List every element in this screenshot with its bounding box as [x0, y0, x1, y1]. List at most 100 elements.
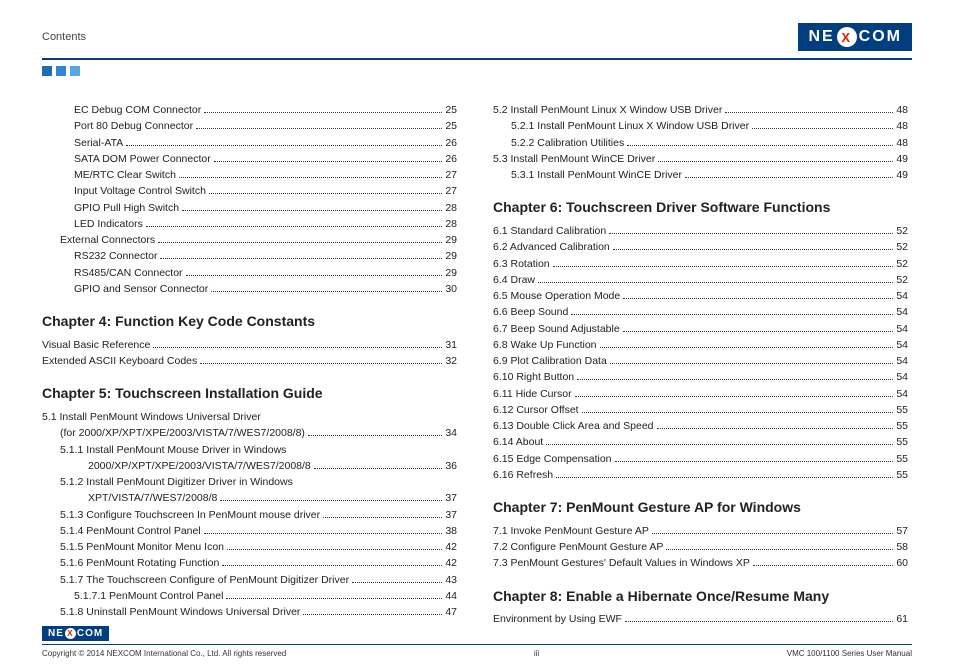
- toc-entry-label: 6.14 About: [493, 434, 543, 450]
- toc-leader-dots: [314, 468, 443, 469]
- toc-entry[interactable]: 6.16 Refresh55: [493, 467, 908, 483]
- toc-entry[interactable]: 5.1.7 The Touchscreen Configure of PenMo…: [42, 572, 457, 588]
- toc-column-right: 5.2 Install PenMount Linux X Window USB …: [493, 102, 908, 628]
- toc-entry[interactable]: EC Debug COM Connector25: [42, 102, 457, 118]
- toc-entry-label: Visual Basic Reference: [42, 337, 150, 353]
- toc-entry[interactable]: 6.9 Plot Calibration Data 54: [493, 353, 908, 369]
- toc-entry-page: 37: [445, 490, 457, 506]
- toc-entry[interactable]: 5.2.1 Install PenMount Linux X Window US…: [493, 118, 908, 134]
- toc-entry[interactable]: 5.2.2 Calibration Utilities48: [493, 135, 908, 151]
- toc-entry-page: 42: [445, 539, 457, 555]
- chapter-heading: Chapter 8: Enable a Hibernate Once/Resum…: [493, 586, 908, 608]
- toc-entry-page: 54: [896, 321, 908, 337]
- toc-leader-dots: [658, 161, 893, 162]
- toc-entry[interactable]: 5.3 Install PenMount WinCE Driver49: [493, 151, 908, 167]
- toc-entry[interactable]: Extended ASCII Keyboard Codes32: [42, 353, 457, 369]
- toc-leader-dots: [582, 412, 894, 413]
- toc-leader-dots: [556, 477, 893, 478]
- toc-entry[interactable]: LED Indicators28: [42, 216, 457, 232]
- toc-entry[interactable]: RS232 Connector29: [42, 248, 457, 264]
- toc-entry[interactable]: 7.3 PenMount Gestures' Default Values in…: [493, 555, 908, 571]
- toc-entry-label: 6.3 Rotation: [493, 256, 550, 272]
- logo-x-icon: X: [837, 27, 857, 47]
- page-number: iii: [534, 649, 539, 658]
- toc-entry[interactable]: 6.4 Draw52: [493, 272, 908, 288]
- toc-entry[interactable]: External Connectors29: [42, 232, 457, 248]
- toc-entry[interactable]: 5.1.7.1 PenMount Control Panel44: [42, 588, 457, 604]
- accent-squares: [42, 66, 912, 76]
- toc-entry[interactable]: SATA DOM Power Connector26: [42, 151, 457, 167]
- toc-entry[interactable]: GPIO and Sensor Connector30: [42, 281, 457, 297]
- toc-entry-label: 5.1.7 The Touchscreen Configure of PenMo…: [60, 572, 349, 588]
- toc-entry-page: 48: [896, 135, 908, 151]
- toc-entry[interactable]: 6.11 Hide Cursor54: [493, 386, 908, 402]
- toc-entry-label: ME/RTC Clear Switch: [74, 167, 176, 183]
- toc-entry[interactable]: 6.6 Beep Sound54: [493, 304, 908, 320]
- toc-entry-label: 6.13 Double Click Area and Speed: [493, 418, 654, 434]
- toc-entry-label: Input Voltage Control Switch: [74, 183, 206, 199]
- toc-entry[interactable]: RS485/CAN Connector29: [42, 265, 457, 281]
- toc-entry[interactable]: 6.10 Right Button54: [493, 369, 908, 385]
- toc-entry-label: 5.2.1 Install PenMount Linux X Window US…: [511, 118, 749, 134]
- toc-entry[interactable]: GPIO Pull High Switch28: [42, 200, 457, 216]
- toc-entry[interactable]: 7.1 Invoke PenMount Gesture AP57: [493, 523, 908, 539]
- toc-entry[interactable]: (for 2000/XP/XPT/XPE/2003/VISTA/7/WES7/2…: [42, 425, 457, 441]
- toc-entry[interactable]: 5.1.2 Install PenMount Digitizer Driver …: [42, 474, 457, 490]
- toc-leader-dots: [615, 461, 894, 462]
- toc-entry[interactable]: 5.1.8 Uninstall PenMount Windows Univers…: [42, 604, 457, 620]
- toc-leader-dots: [323, 517, 442, 518]
- toc-leader-dots: [600, 347, 894, 348]
- toc-entry[interactable]: 5.1.3 Configure Touchscreen In PenMount …: [42, 507, 457, 523]
- toc-entry-label: 6.9 Plot Calibration Data: [493, 353, 607, 369]
- toc-entry[interactable]: 6.12 Cursor Offset55: [493, 402, 908, 418]
- toc-entry[interactable]: ME/RTC Clear Switch27: [42, 167, 457, 183]
- toc-entry[interactable]: Serial-ATA26: [42, 135, 457, 151]
- toc-entry[interactable]: 5.1 Install PenMount Windows Universal D…: [42, 409, 457, 425]
- toc-entry-page: 57: [896, 523, 908, 539]
- toc-entry[interactable]: Port 80 Debug Connector25: [42, 118, 457, 134]
- toc-entry-label: 5.1.7.1 PenMount Control Panel: [74, 588, 223, 604]
- toc-entry[interactable]: 2000/XP/XPT/XPE/2003/VISTA/7/WES7/2008/8…: [42, 458, 457, 474]
- toc-entry[interactable]: Visual Basic Reference31: [42, 337, 457, 353]
- toc-entry[interactable]: 5.1.6 PenMount Rotating Function42: [42, 555, 457, 571]
- toc-entry[interactable]: Input Voltage Control Switch27: [42, 183, 457, 199]
- toc-entry[interactable]: 6.15 Edge Compensation55: [493, 451, 908, 467]
- toc-entry-label: 5.1.4 PenMount Control Panel: [60, 523, 201, 539]
- toc-leader-dots: [538, 282, 893, 283]
- toc-entry-label: RS232 Connector: [74, 248, 157, 264]
- toc-entry[interactable]: 6.3 Rotation52: [493, 256, 908, 272]
- toc-entry[interactable]: 6.7 Beep Sound Adjustable54: [493, 321, 908, 337]
- toc-entry-page: 28: [445, 200, 457, 216]
- toc-entry[interactable]: 6.1 Standard Calibration52: [493, 223, 908, 239]
- toc-entry-page: 54: [896, 288, 908, 304]
- toc-leader-dots: [153, 347, 442, 348]
- toc-entry-label: 2000/XP/XPT/XPE/2003/VISTA/7/WES7/2008/8: [88, 458, 311, 474]
- toc-leader-dots: [571, 314, 893, 315]
- chapter-heading: Chapter 7: PenMount Gesture AP for Windo…: [493, 497, 908, 519]
- toc-entry[interactable]: 6.8 Wake Up Function54: [493, 337, 908, 353]
- toc-entry[interactable]: 6.5 Mouse Operation Mode54: [493, 288, 908, 304]
- header-rule: [42, 58, 912, 60]
- toc-entry[interactable]: 5.1.1 Install PenMount Mouse Driver in W…: [42, 442, 457, 458]
- toc-entry[interactable]: 5.1.4 PenMount Control Panel38: [42, 523, 457, 539]
- toc-entry[interactable]: 5.2 Install PenMount Linux X Window USB …: [493, 102, 908, 118]
- chapter-heading: Chapter 4: Function Key Code Constants: [42, 311, 457, 333]
- logo-text-left: NE: [808, 28, 834, 46]
- toc-leader-dots: [553, 266, 894, 267]
- toc-entry[interactable]: 7.2 Configure PenMount Gesture AP58: [493, 539, 908, 555]
- footer-logo-right: COM: [77, 628, 103, 639]
- toc-entry[interactable]: 6.14 About55: [493, 434, 908, 450]
- toc-entry-label: RS485/CAN Connector: [74, 265, 183, 281]
- toc-entry[interactable]: 5.3.1 Install PenMount WinCE Driver49: [493, 167, 908, 183]
- toc-leader-dots: [623, 298, 893, 299]
- toc-entry-label: Serial-ATA: [74, 135, 123, 151]
- toc-entry[interactable]: 5.1.5 PenMount Monitor Menu Icon42: [42, 539, 457, 555]
- toc-entry-page: 54: [896, 353, 908, 369]
- toc-entry-label: EC Debug COM Connector: [74, 102, 201, 118]
- toc-entry[interactable]: 6.2 Advanced Calibration52: [493, 239, 908, 255]
- toc-leader-dots: [126, 145, 442, 146]
- toc-entry[interactable]: 6.13 Double Click Area and Speed55: [493, 418, 908, 434]
- toc-entry[interactable]: XPT/VISTA/7/WES7/2008/837: [42, 490, 457, 506]
- toc-leader-dots: [196, 128, 442, 129]
- toc-entry-label: 5.2 Install PenMount Linux X Window USB …: [493, 102, 722, 118]
